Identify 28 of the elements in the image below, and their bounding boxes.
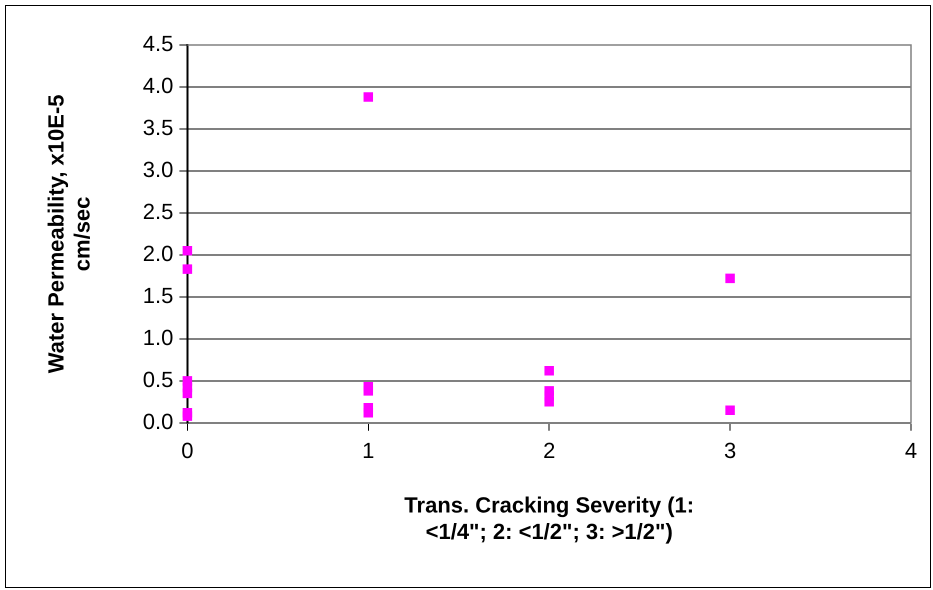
point — [182, 264, 192, 274]
x-tick-label: 3 — [724, 438, 736, 464]
point — [725, 274, 735, 284]
y-tick-label: 0.5 — [142, 366, 174, 392]
x-axis-title: Trans. Cracking Severity (1: <1/4"; 2: <1/2"; 3: >1/2") — [404, 492, 694, 544]
point — [544, 366, 554, 376]
x-tick-label: 0 — [181, 438, 194, 464]
point — [544, 397, 554, 407]
point — [182, 388, 192, 398]
x-tick-label: 2 — [543, 438, 556, 464]
y-axis-title: Water Permeability, x10E-5 cm/sec — [43, 94, 95, 374]
y-tick-label: 4.5 — [142, 31, 174, 56]
y-tick-label: 0.0 — [142, 408, 174, 434]
y-tick-label: 4.0 — [142, 73, 174, 98]
y-tick-label: 2.0 — [142, 240, 174, 266]
point — [725, 405, 735, 415]
y-tick-label: 3.5 — [142, 115, 174, 140]
point — [364, 92, 374, 102]
point — [182, 411, 192, 421]
point — [364, 408, 374, 418]
y-tick-label: 1.0 — [142, 324, 174, 350]
point — [364, 386, 374, 396]
y-tick-label: 2.5 — [142, 198, 174, 224]
x-tick-label: 4 — [904, 438, 918, 464]
y-tick-label: 3.0 — [142, 156, 174, 182]
y-tick-label: 1.5 — [142, 282, 174, 308]
point — [182, 246, 192, 256]
x-tick-label: 1 — [362, 438, 374, 464]
